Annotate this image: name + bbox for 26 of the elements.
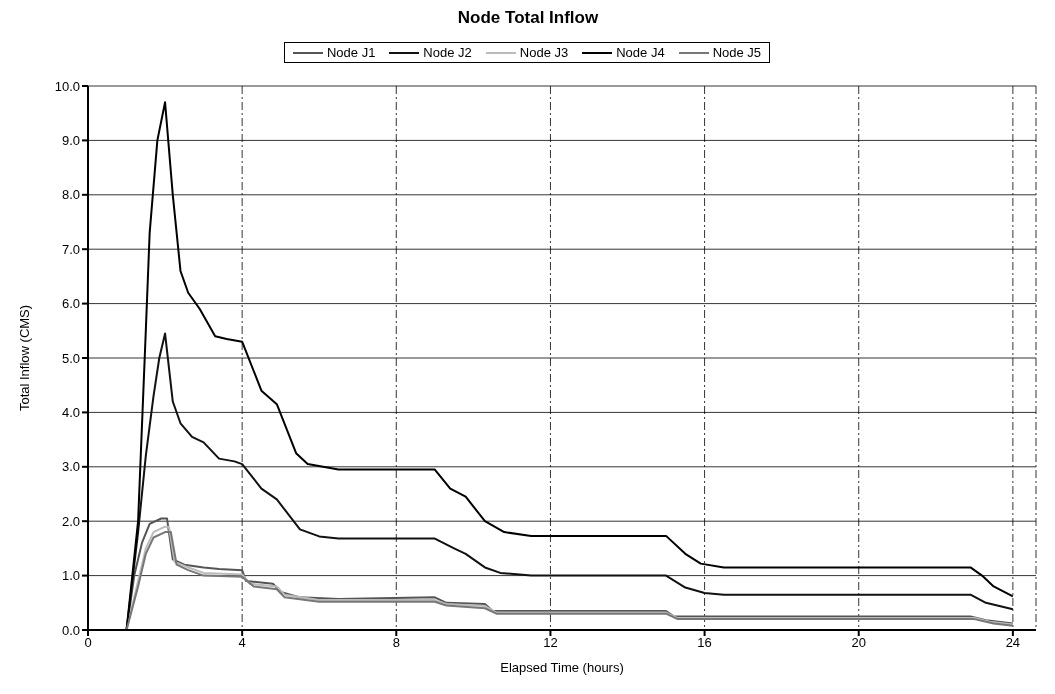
y-tick-label: 5.0 [61,350,80,366]
y-axis-title: Total Inflow (CMS) [16,304,32,412]
x-tick-label: 8 [392,635,400,651]
y-tick-label: 2.0 [61,513,80,529]
x-axis-title: Elapsed Time (hours) [500,660,624,675]
x-tick-label: 12 [543,635,558,651]
y-tick-label: 0.0 [61,622,80,638]
x-tick-label: 24 [1005,635,1021,651]
y-tick-label: 1.0 [61,568,80,584]
y-tick-label: 10.0 [54,78,80,94]
y-tick-label: 9.0 [61,133,80,149]
legend-label: Node J3 [519,45,569,60]
y-tick-label: 7.0 [61,241,80,257]
y-tick-label: 6.0 [61,296,80,312]
legend-label: Node J1 [326,45,376,60]
x-tick-label: 16 [697,635,712,651]
legend-label: Node J4 [616,45,665,60]
legend-label: Node J2 [423,45,472,60]
x-tick-label: 0 [84,635,92,651]
y-tick-label: 8.0 [61,187,80,203]
legend-label: Node J5 [712,45,762,60]
chart-title: Node Total Inflow [456,8,600,29]
y-tick-label: 4.0 [61,405,80,421]
x-tick-label: 20 [851,635,866,651]
x-tick-label: 4 [238,635,246,651]
y-tick-label: 3.0 [61,459,80,475]
